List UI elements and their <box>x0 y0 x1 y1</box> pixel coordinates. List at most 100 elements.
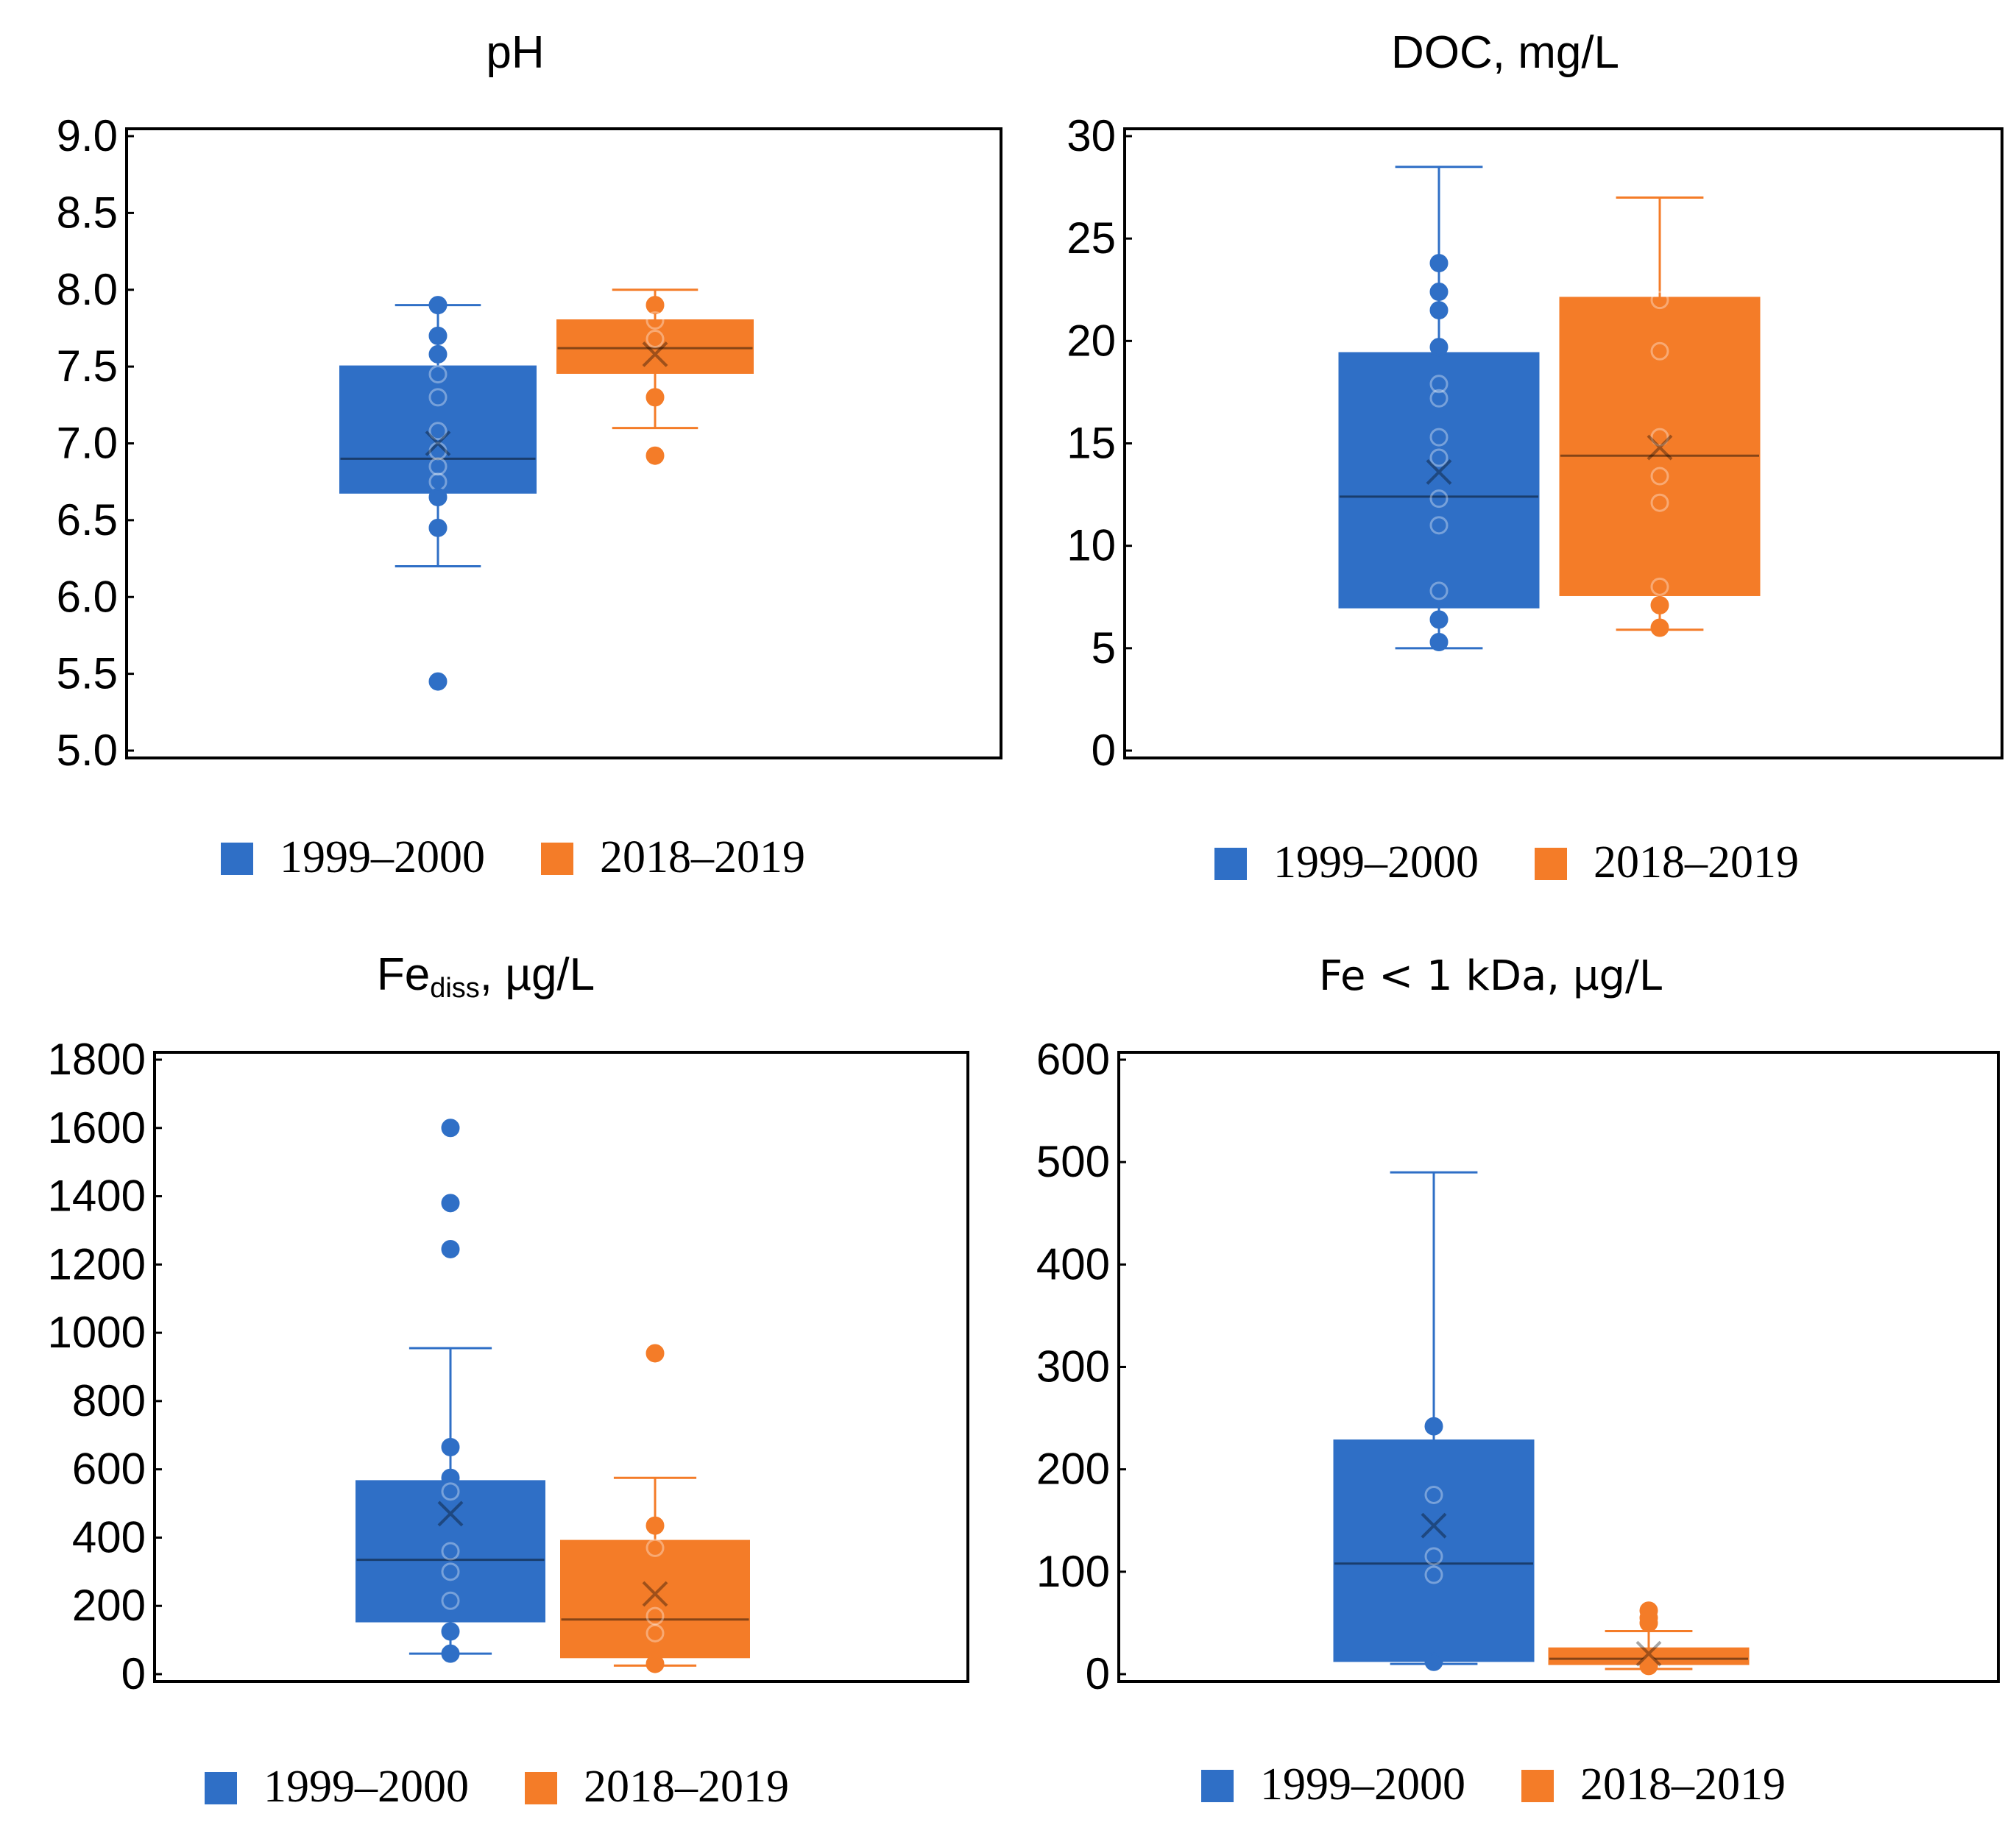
data-point <box>1650 467 1669 486</box>
data-point <box>428 388 448 407</box>
box-2018-2019 <box>1548 1601 1750 1676</box>
y-axis-ticks: 0 200 400 600 800 1000 1200 1400 1600 1800 <box>48 1035 162 1698</box>
data-point <box>1429 489 1449 508</box>
legend-label: 2018–2019 <box>584 1762 789 1812</box>
mean-marker <box>437 1500 464 1527</box>
mean-marker <box>425 430 451 456</box>
data-point <box>646 311 665 330</box>
data-point <box>646 1516 665 1535</box>
data-point <box>646 330 665 349</box>
data-point <box>441 1468 460 1487</box>
legend-swatch-1999-2000 <box>1201 1770 1234 1802</box>
panel-title: Fe < 1 kDa, µg/L <box>1319 952 1662 1000</box>
y-tick-label: 400 <box>72 1512 146 1562</box>
legend-swatch-2018-2019 <box>541 843 573 875</box>
y-tick-label: 25 <box>1067 213 1116 263</box>
data-point <box>428 672 448 691</box>
data-point <box>646 1623 665 1642</box>
legend-swatch-1999-2000 <box>1214 848 1247 880</box>
legend-label: 1999–2000 <box>1260 1760 1465 1810</box>
plot-area <box>125 127 1002 759</box>
box-2018-2019 <box>560 1344 750 1673</box>
panel-fe-diss: Fediss, µg/L 0 200 400 600 800 1000 1200 1400 16… <box>48 949 969 1812</box>
y-tick-label: 100 <box>1036 1547 1110 1596</box>
y-tick-label: 600 <box>1036 1035 1110 1084</box>
y-tick-label: 6.0 <box>57 572 118 621</box>
mean-marker <box>1635 1640 1662 1667</box>
legend-swatch-1999-2000 <box>205 1772 237 1804</box>
box-iqr <box>1338 352 1540 609</box>
data-point <box>1429 338 1449 357</box>
box-iqr <box>356 1480 545 1623</box>
box-series <box>1333 1171 1750 1676</box>
legend-label: 2018–2019 <box>1580 1760 1786 1810</box>
data-point <box>1429 632 1449 651</box>
box-series <box>339 288 754 691</box>
data-point <box>1429 448 1449 467</box>
y-axis-ticks: 0 5 10 15 20 25 30 <box>1067 111 1132 775</box>
data-point <box>1639 1656 1658 1676</box>
box-1999-2000 <box>1333 1171 1535 1671</box>
data-point <box>441 1562 460 1581</box>
y-tick-label: 1200 <box>48 1239 146 1289</box>
title-subscript: diss <box>430 973 480 1004</box>
mean-marker <box>1426 459 1452 485</box>
legend: 1999–2000 2018–2019 <box>1214 837 1799 887</box>
data-point <box>1424 1565 1443 1584</box>
data-point <box>428 365 448 384</box>
y-tick-label: 7.5 <box>57 341 118 391</box>
mean-marker <box>642 341 668 367</box>
data-point <box>428 518 448 537</box>
y-tick-label: 1000 <box>48 1308 146 1357</box>
box-iqr <box>560 1539 750 1659</box>
y-tick-label: 200 <box>72 1581 146 1630</box>
data-point <box>1429 516 1449 535</box>
data-point <box>441 1542 460 1561</box>
data-point <box>1650 595 1669 614</box>
data-point <box>1650 291 1669 310</box>
data-point <box>428 442 448 461</box>
legend-swatch-2018-2019 <box>1535 848 1567 880</box>
data-point <box>1650 577 1669 596</box>
y-tick-label: 200 <box>1036 1445 1110 1494</box>
y-tick-label: 9.0 <box>57 111 118 160</box>
panel-ph: pH 5.0 5.5 6.0 6.5 7.0 7.5 8.0 8.5 9.0 1999–2000… <box>57 27 1002 882</box>
data-point <box>428 488 448 507</box>
data-point <box>646 388 665 407</box>
mean-marker <box>1647 434 1673 461</box>
legend-label: 1999–2000 <box>280 832 485 882</box>
data-point <box>1429 283 1449 302</box>
y-tick-label: 1600 <box>48 1103 146 1152</box>
data-point <box>1650 493 1669 512</box>
y-tick-label: 20 <box>1067 316 1116 365</box>
data-point <box>646 1344 665 1363</box>
legend-label: 2018–2019 <box>600 832 805 882</box>
data-point <box>1429 610 1449 629</box>
y-axis-ticks: 5.0 5.5 6.0 6.5 7.0 7.5 8.0 8.5 9.0 <box>57 111 134 775</box>
box-iqr <box>339 365 537 494</box>
plot-area <box>153 1051 969 1683</box>
legend-swatch-2018-2019 <box>1521 1770 1554 1802</box>
legend-label: 1999–2000 <box>1273 837 1479 887</box>
legend: 1999–2000 2018–2019 <box>205 1762 789 1812</box>
y-tick-label: 400 <box>1036 1239 1110 1289</box>
box-1999-2000 <box>339 296 537 691</box>
box-series <box>1338 166 1761 651</box>
data-point <box>646 446 665 465</box>
data-point <box>428 422 448 441</box>
y-tick-label: 7.0 <box>57 419 118 468</box>
panel-title: Fediss, µg/L <box>377 949 595 1004</box>
data-point <box>1650 341 1669 361</box>
data-point <box>441 1622 460 1641</box>
panel-doc: DOC, mg/L 0 5 10 15 20 25 30 1999–2000 2018–20… <box>1067 27 2003 887</box>
y-tick-label: 8.0 <box>57 265 118 314</box>
legend-swatch-2018-2019 <box>525 1772 557 1804</box>
legend-label: 2018–2019 <box>1594 837 1799 887</box>
y-tick-label: 10 <box>1067 521 1116 570</box>
data-point <box>1429 428 1449 447</box>
y-tick-label: 300 <box>1036 1342 1110 1392</box>
y-tick-label: 8.5 <box>57 188 118 237</box>
data-point <box>441 1644 460 1663</box>
data-point <box>1424 1652 1443 1671</box>
